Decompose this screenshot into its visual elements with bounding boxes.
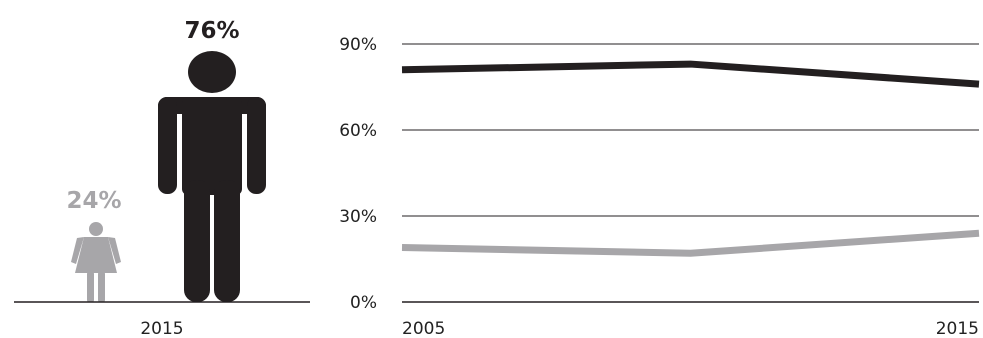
y-tick-label: 60% (339, 121, 377, 141)
y-axis-ticks: 0% 30% 60% 90% (339, 35, 377, 313)
line-chart: 0% 30% 60% 90% 2005 2015 (339, 35, 980, 338)
series-line-light (401, 229, 980, 257)
female-percent-label: 24% (66, 188, 121, 214)
pictogram-year-label: 2015 (140, 319, 183, 338)
female-figure-icon (71, 222, 121, 302)
series-lines (401, 60, 980, 257)
y-tick-label: 30% (339, 207, 377, 227)
male-percent-label: 76% (184, 18, 239, 44)
series-line-dark (401, 60, 980, 88)
x-tick-label: 2015 (936, 319, 979, 338)
grid-lines (402, 43, 979, 303)
x-axis-ticks: 2005 2015 (402, 319, 979, 338)
gender-pictogram: 76% 24% 2015 (14, 18, 310, 338)
x-tick-label: 2005 (402, 319, 445, 338)
male-figure-icon (158, 51, 266, 302)
y-tick-label: 0% (350, 293, 377, 313)
y-tick-label: 90% (339, 35, 377, 55)
